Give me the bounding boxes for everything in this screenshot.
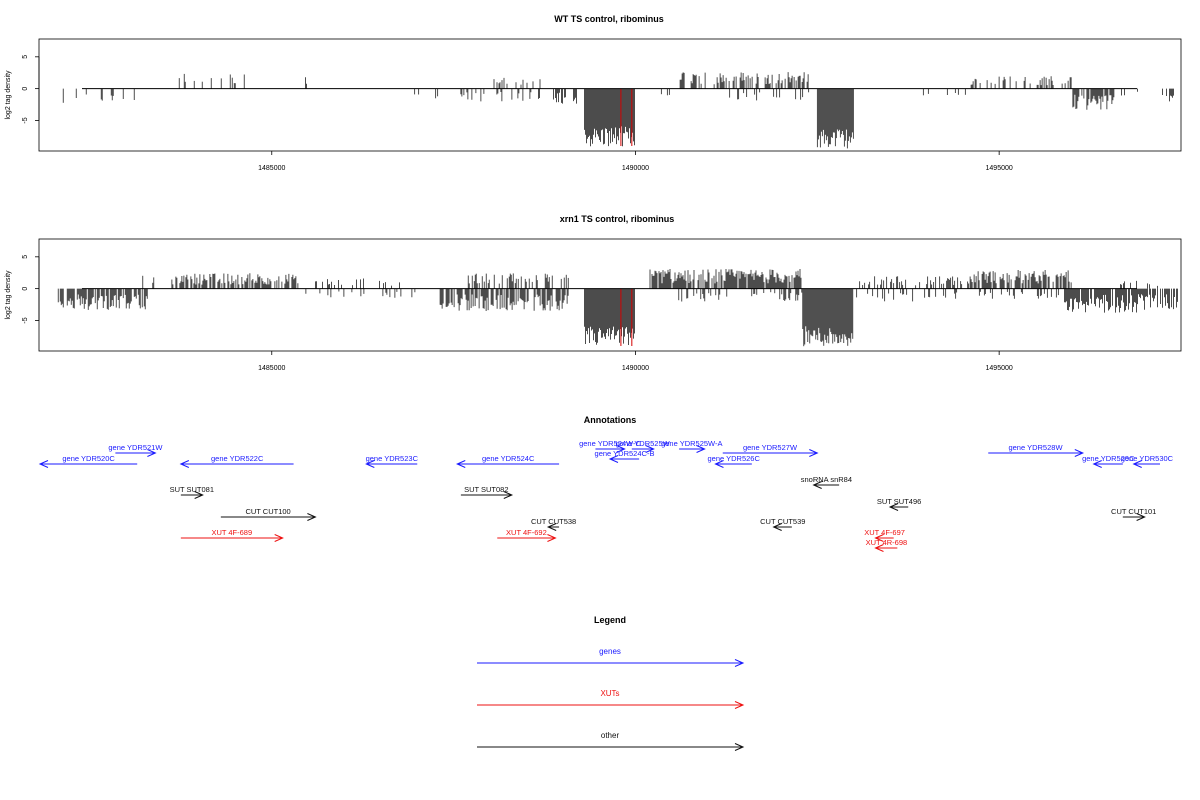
annotation-arrow	[722, 449, 819, 457]
xrn1-panel: xrn1 TS control, ribominus log2 tag dens…	[5, 214, 1182, 372]
annotation-label: CUT CUT100	[245, 507, 290, 516]
annotation-label: CUT CUT538	[531, 517, 576, 526]
annotation-arrow	[1092, 460, 1123, 468]
xrn1-density-bars	[57, 269, 1178, 347]
xrn1-y-axis-label: log2 tag density	[5, 270, 12, 320]
annotation-arrow	[772, 523, 792, 531]
annotation-label: gene YDR526C	[707, 454, 760, 463]
annotation-arrow	[631, 445, 655, 453]
annotation-arrow	[456, 460, 560, 468]
annotations-track: Annotations gene YDR520C gene YDR521W gene…	[38, 415, 1174, 552]
annotation-label: gene YDR520C	[62, 454, 115, 463]
annotation-arrow	[180, 491, 204, 499]
annotation-arrow	[1122, 513, 1146, 521]
xrn1-x-tick-label: 1490000	[622, 365, 649, 372]
wt-y-axis: 5 0 -5	[22, 55, 40, 124]
xrn1-x-axis: 1485000 1490000 1495000	[258, 351, 1013, 372]
annotation-arrow	[180, 534, 284, 542]
wt-x-axis: 1485000 1490000 1495000	[258, 151, 1013, 172]
annotation-label: gene YDR527W	[743, 443, 798, 452]
wt-x-tick-label: 1495000	[986, 165, 1013, 172]
annotation-arrow	[595, 445, 626, 453]
annotation-arrow	[874, 534, 894, 542]
annotation-label: SUT SUT081	[170, 485, 214, 494]
wt-x-tick-label: 1490000	[622, 165, 649, 172]
annotation-arrow	[546, 523, 560, 531]
annotation-label: gene YDR529C	[1082, 454, 1135, 463]
legend-title: Legend	[594, 615, 626, 625]
xrn1-panel-title: xrn1 TS control, ribominus	[560, 214, 675, 224]
annotation-label: gene YDR522C	[211, 454, 264, 463]
annotation-label: XUT 4F-692	[506, 528, 547, 537]
legend-arrow	[477, 659, 745, 667]
annotation-arrow	[220, 513, 317, 521]
annotation-arrow	[497, 534, 557, 542]
annotation-label: SUT SUT082	[464, 485, 508, 494]
annotation-label: CUT CUT539	[760, 517, 805, 526]
annotation-arrow	[365, 460, 418, 468]
wt-red-markers	[620, 88, 633, 146]
legend-label: genes	[599, 647, 621, 656]
xrn1-x-tick-label: 1485000	[258, 365, 285, 372]
annotation-label: SUT SUT496	[877, 497, 921, 506]
legend-label: XUTs	[600, 689, 619, 698]
annotation-arrow	[888, 503, 909, 511]
wt-panel-title: WT TS control, ribominus	[554, 14, 664, 24]
xrn1-y-tick-label: -5	[22, 317, 29, 323]
annotation-label: XUT 4F-689	[211, 528, 252, 537]
wt-y-tick-label: -5	[22, 117, 29, 123]
xrn1-y-tick-label: 0	[22, 287, 29, 291]
wt-y-axis-label: log2 tag density	[5, 70, 12, 120]
xrn1-y-tick-label: 5	[22, 255, 29, 259]
annotation-label: gene YDR525W	[616, 439, 671, 448]
annotation-arrow	[38, 460, 138, 468]
annotation-arrow	[1132, 460, 1160, 468]
annotation-label: gene YDR524C-B	[595, 449, 655, 458]
legend-arrow	[477, 743, 745, 751]
annotation-label: XUT 4R-698	[866, 538, 908, 547]
annotation-label: gene YDR524C	[482, 454, 535, 463]
annotation-arrow	[679, 445, 706, 453]
annotation-arrow	[714, 460, 752, 468]
xrn1-red-markers	[620, 288, 633, 346]
xrn1-x-tick-label: 1495000	[986, 365, 1013, 372]
annotation-arrow	[608, 455, 640, 463]
annotation-arrow	[988, 449, 1085, 457]
wt-y-tick-label: 5	[22, 55, 29, 59]
annotation-label: XUT 4F-697	[864, 528, 905, 537]
annotation-arrow	[812, 481, 840, 489]
annotation-label: gene YDR530C	[1121, 454, 1174, 463]
annotation-label: CUT CUT101	[1111, 507, 1156, 516]
wt-x-tick-label: 1485000	[258, 165, 285, 172]
xrn1-plot-frame	[38, 238, 1182, 352]
annotation-label: gene YDR523C	[366, 454, 419, 463]
legend-label: other	[601, 731, 620, 740]
annotation-label: gene YDR528W	[1008, 443, 1063, 452]
legend: Legend genes XUTs other	[477, 615, 745, 751]
wt-y-tick-label: 0	[22, 87, 29, 91]
annotations-title: Annotations	[584, 415, 637, 425]
xrn1-y-axis: 5 0 -5	[22, 255, 40, 324]
annotation-label: snoRNA snR84	[801, 475, 852, 484]
annotation-label: gene YDR525W-A	[661, 439, 722, 448]
annotation-arrow	[115, 449, 157, 457]
annotation-arrow	[179, 460, 294, 468]
wt-density-bars	[62, 72, 1174, 149]
annotation-label: gene YDR521W	[108, 443, 163, 452]
wt-panel: WT TS control, ribominus log2 tag densit…	[5, 14, 1182, 172]
wt-plot-frame	[38, 38, 1182, 152]
annotation-label: gene YDR524W-C	[579, 439, 641, 448]
annotation-arrow	[460, 491, 514, 499]
annotation-arrow	[874, 544, 898, 552]
legend-arrow	[477, 701, 745, 709]
